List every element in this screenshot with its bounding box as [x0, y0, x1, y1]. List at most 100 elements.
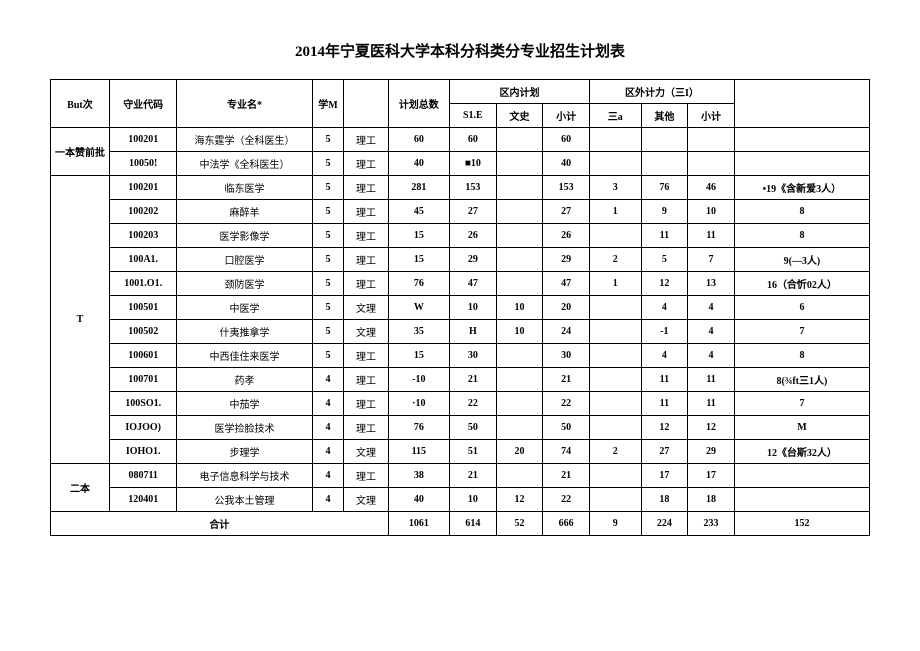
table-cell: 4 — [641, 344, 688, 368]
table-cell: 1 — [589, 200, 641, 224]
table-cell — [589, 128, 641, 152]
table-cell: 100701 — [109, 368, 177, 392]
table-cell: 76 — [388, 272, 449, 296]
table-cell: 50 — [543, 416, 590, 440]
table-cell: 1001.O1. — [109, 272, 177, 296]
table-cell — [589, 416, 641, 440]
table-cell — [589, 392, 641, 416]
table-cell: W — [388, 296, 449, 320]
table-cell: 17 — [688, 464, 735, 488]
table-cell: 理工 — [344, 272, 388, 296]
table-row: IOJOO)医学捡脸技术4理工7650501212M — [51, 416, 870, 440]
table-row: 100A1.口腔医学5理工1529292579(—3人) — [51, 248, 870, 272]
table-row: 10050!中法学《全科医生）5理工40■1040 — [51, 152, 870, 176]
table-cell: 115 — [388, 440, 449, 464]
batch-cell: T — [51, 176, 110, 464]
table-cell: 9 — [589, 512, 641, 536]
table-row: 120401公我本土管理4文理401012221818 — [51, 488, 870, 512]
table-cell: 100202 — [109, 200, 177, 224]
table-cell: 理工 — [344, 416, 388, 440]
table-cell: M — [734, 416, 869, 440]
table-cell: 5 — [312, 320, 344, 344]
table-cell: 152 — [734, 512, 869, 536]
table-row: 二本080711电子信息科学与技术4理工3821211717 — [51, 464, 870, 488]
table-cell: 文理 — [344, 296, 388, 320]
table-cell: 4 — [688, 320, 735, 344]
table-cell: 153 — [450, 176, 497, 200]
table-cell: 步理学 — [177, 440, 312, 464]
table-cell: 26 — [543, 224, 590, 248]
table-cell: 4 — [312, 488, 344, 512]
table-cell: 颈防医学 — [177, 272, 312, 296]
th-xiaoji2: 小计 — [688, 104, 735, 128]
table-cell: 47 — [543, 272, 590, 296]
th-plan-total: 计划总数 — [388, 80, 449, 128]
table-cell: 3 — [589, 176, 641, 200]
batch-cell: 一本赞前批 — [51, 128, 110, 176]
table-cell: IOHO1. — [109, 440, 177, 464]
table-row: 一本赞前批100201海东霆学（全科医生）5理工606060 — [51, 128, 870, 152]
table-cell: 8 — [734, 344, 869, 368]
table-cell: 27 — [450, 200, 497, 224]
table-row: 100701药孝4理工-10212111118(¾ft三1人) — [51, 368, 870, 392]
table-cell — [589, 320, 641, 344]
table-cell: 12 — [496, 488, 543, 512]
table-cell: 理工 — [344, 392, 388, 416]
table-cell: 中西佳住来医学 — [177, 344, 312, 368]
table-cell: 24 — [543, 320, 590, 344]
table-cell: 40 — [388, 488, 449, 512]
table-cell: 7 — [734, 392, 869, 416]
table-cell: 11 — [641, 368, 688, 392]
table-cell — [496, 464, 543, 488]
batch-cell: 二本 — [51, 464, 110, 512]
table-cell: 4 — [688, 296, 735, 320]
table-cell — [688, 128, 735, 152]
table-cell: 614 — [450, 512, 497, 536]
table-cell: 13 — [688, 272, 735, 296]
table-cell — [496, 176, 543, 200]
th-qita: 其他 — [641, 104, 688, 128]
enrollment-table: But次 守业代码 专业名* 学M 计划总数 区内计划 区外计力（三I） S1.… — [50, 79, 870, 536]
table-cell: 理工 — [344, 176, 388, 200]
table-cell: 11 — [641, 392, 688, 416]
table-cell: 100601 — [109, 344, 177, 368]
table-cell: 4 — [312, 464, 344, 488]
table-cell: 21 — [543, 464, 590, 488]
table-cell — [496, 344, 543, 368]
table-cell: 080711 — [109, 464, 177, 488]
page-title: 2014年宁夏医科大学本科分科类分专业招生计划表 — [50, 40, 870, 61]
table-cell: 5 — [312, 344, 344, 368]
table-cell — [589, 296, 641, 320]
table-cell: 10 — [496, 296, 543, 320]
table-cell — [589, 464, 641, 488]
table-cell: 100SO1. — [109, 392, 177, 416]
table-cell: 45 — [388, 200, 449, 224]
table-cell: 文理 — [344, 320, 388, 344]
th-remark — [734, 80, 869, 128]
table-cell: 5 — [641, 248, 688, 272]
table-cell: 29 — [450, 248, 497, 272]
table-cell: 4 — [312, 392, 344, 416]
table-cell: 麻醉羊 — [177, 200, 312, 224]
th-name: 专业名* — [177, 80, 312, 128]
table-cell: 26 — [450, 224, 497, 248]
table-cell — [641, 152, 688, 176]
table-cell: 理工 — [344, 152, 388, 176]
table-cell: 30 — [543, 344, 590, 368]
table-cell: 46 — [688, 176, 735, 200]
table-cell: 临东医学 — [177, 176, 312, 200]
table-cell — [734, 152, 869, 176]
table-cell: 1 — [589, 272, 641, 296]
th-code: 守业代码 — [109, 80, 177, 128]
table-cell: 9 — [641, 200, 688, 224]
table-cell: 11 — [688, 224, 735, 248]
table-cell: 药孝 — [177, 368, 312, 392]
table-cell: 10 — [496, 320, 543, 344]
table-cell: 51 — [450, 440, 497, 464]
table-cell: 281 — [388, 176, 449, 200]
table-cell: 15 — [388, 224, 449, 248]
table-cell: 100501 — [109, 296, 177, 320]
table-cell: 666 — [543, 512, 590, 536]
table-cell: 40 — [388, 152, 449, 176]
table-cell: 21 — [450, 464, 497, 488]
